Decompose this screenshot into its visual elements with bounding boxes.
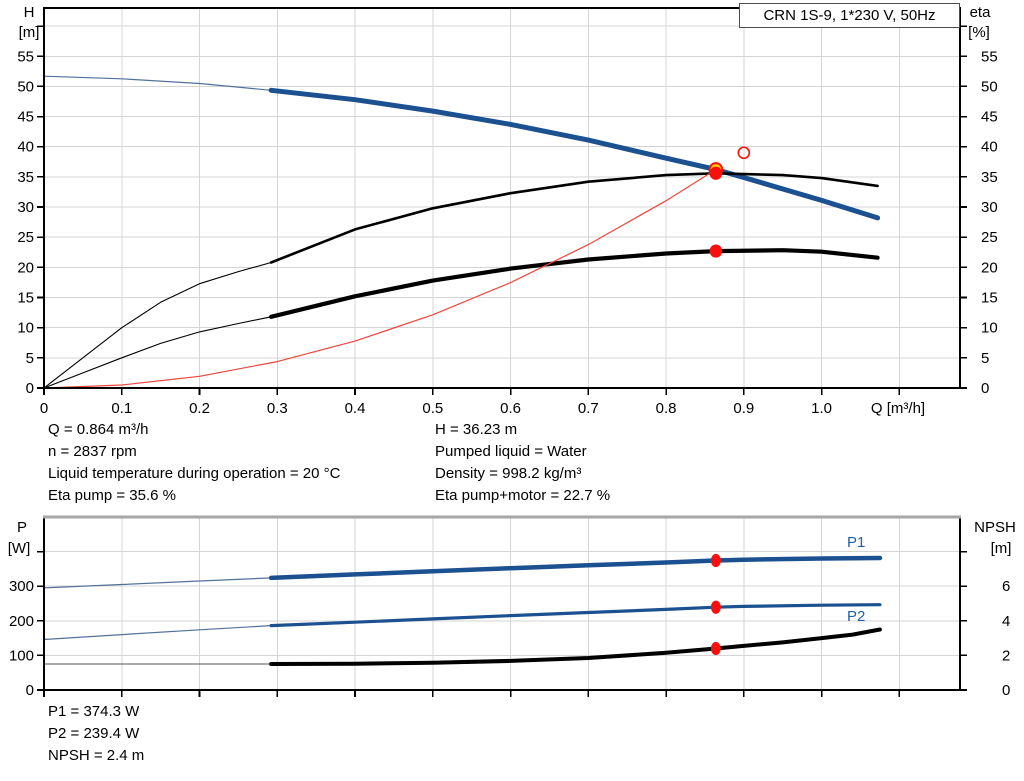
x-tick-label: 0.3 — [267, 400, 288, 417]
y-right-tick-label: 55 — [981, 48, 998, 65]
y-right-tick-label: 0 — [981, 380, 989, 397]
curve-eta-pump-motor-extension — [43, 316, 272, 389]
curve-system-curve — [43, 168, 717, 389]
y-right-tick-label: 6 — [1002, 578, 1010, 595]
x-tick-label: 0.8 — [656, 400, 677, 417]
y-left-tick-label: 35 — [17, 169, 34, 186]
curve-eta-pump-extension — [43, 261, 272, 389]
y-left-tick-label: 300 — [9, 578, 34, 595]
y-right-tick-label: 40 — [981, 139, 998, 156]
y-left-tick-label: 20 — [17, 259, 34, 276]
eta-pump-readout: Eta pump = 35.6 % — [48, 487, 176, 504]
liquid-temperature-readout: Liquid temperature during operation = 20… — [48, 465, 341, 482]
y-right-tick-label: 50 — [981, 78, 998, 95]
p1-readout: P1 = 374.3 W — [48, 703, 140, 720]
marker-duty-point-eta-total[interactable] — [709, 244, 723, 258]
x-tick-label: 0 — [40, 400, 48, 417]
x-tick-label: 0.5 — [422, 400, 443, 417]
marker-duty-point-npsh[interactable] — [710, 641, 721, 656]
p-axis-unit: [W] — [7, 540, 31, 557]
pump-type-title-box: CRN 1S-9, 1*230 V, 50Hz — [739, 3, 960, 28]
eta-axis-unit: [%] — [968, 24, 990, 41]
x-tick-label: 0.2 — [189, 400, 210, 417]
y-right-tick-label: 10 — [981, 320, 998, 337]
x-tick-label: 0.1 — [111, 400, 132, 417]
eta-pump-motor-readout: Eta pump+motor = 22.7 % — [435, 487, 611, 504]
p2-curve-label: P2 — [847, 608, 866, 625]
h-axis-title: H — [23, 4, 35, 21]
x-tick-label: 0.4 — [345, 400, 366, 417]
x-tick-label: 0.9 — [733, 400, 754, 417]
pumped-liquid-readout: Pumped liquid = Water — [435, 443, 587, 460]
y-right-tick-label: 2 — [1002, 647, 1010, 664]
y-left-tick-label: 50 — [17, 78, 34, 95]
speed-readout: n = 2837 rpm — [48, 443, 137, 460]
npsh-readout: NPSH = 2.4 m — [48, 747, 145, 764]
y-left-tick-label: 25 — [17, 229, 34, 246]
y-left-tick-label: 10 — [17, 320, 34, 337]
npsh-axis-unit: [m] — [990, 540, 1012, 557]
curve-p1-curve — [268, 555, 883, 581]
curve-p2-curve — [269, 603, 882, 628]
curve-pump-curve — [268, 87, 881, 221]
y-left-tick-label: 55 — [17, 48, 34, 65]
y-left-tick-label: 40 — [17, 139, 34, 156]
duty-flow-readout: Q = 0.864 m³/h — [48, 421, 149, 438]
marker-rated-duty-point[interactable] — [737, 146, 751, 160]
curve-eta-pump-curve — [269, 172, 879, 264]
y-right-tick-label: 4 — [1002, 613, 1010, 630]
eta-axis-title: eta — [969, 4, 991, 21]
y-left-tick-label: 0 — [26, 682, 34, 699]
y-right-tick-label: 25 — [981, 229, 998, 246]
p2-readout: P2 = 239.4 W — [48, 725, 140, 742]
x-tick-label: 0.6 — [500, 400, 521, 417]
p1-curve-label: P1 — [847, 534, 866, 551]
bottom-chart: 0 100 200 300 0 2 4 6 — [9, 515, 1010, 699]
y-left-tick-label: 100 — [9, 647, 34, 664]
y-left-tick-label: 5 — [26, 350, 34, 367]
y-right-tick-label: 45 — [981, 109, 998, 126]
y-left-tick-label: 0 — [26, 380, 34, 397]
npsh-axis-title: NPSH — [974, 519, 1016, 536]
top-chart: 0 0.1 0.2 0.3 0.4 0.5 0.6 0.7 0.8 0.9 1.0 0 5 10 15 20 2… — [17, 7, 998, 417]
y-left-tick-label: 200 — [9, 613, 34, 630]
y-right-tick-label: 35 — [981, 169, 998, 186]
p-axis-title: P — [16, 519, 27, 536]
y-right-tick-label: 15 — [981, 290, 998, 307]
marker-duty-point-p2[interactable] — [710, 600, 721, 614]
curve-npsh-curve — [269, 627, 882, 666]
y-left-tick-label: 45 — [17, 109, 34, 126]
curve-p2-extension — [43, 625, 272, 641]
marker-duty-point-p1[interactable] — [710, 553, 721, 568]
marker-duty-point-eta[interactable] — [709, 166, 723, 180]
curve-pump-curve-extension — [43, 75, 272, 91]
x-tick-label: 0.7 — [578, 400, 599, 417]
y-right-tick-label: 20 — [981, 259, 998, 276]
duty-head-readout: H = 36.23 m — [435, 421, 518, 438]
y-right-tick-label: 5 — [981, 350, 989, 367]
h-axis-unit: [m] — [18, 24, 40, 41]
y-left-tick-label: 30 — [17, 199, 34, 216]
y-right-tick-label: 30 — [981, 199, 998, 216]
curve-p1-extension — [43, 577, 272, 589]
x-tick-label: 1.0 — [811, 400, 832, 417]
density-readout: Density = 998.2 kg/m³ — [435, 465, 582, 482]
y-right-tick-label: 0 — [1002, 682, 1010, 699]
curve-eta-pump-motor-curve — [269, 248, 880, 319]
q-axis-label: Q [m³/h] — [870, 400, 926, 417]
chart-frame — [43, 7, 961, 389]
y-left-tick-label: 15 — [17, 290, 34, 307]
